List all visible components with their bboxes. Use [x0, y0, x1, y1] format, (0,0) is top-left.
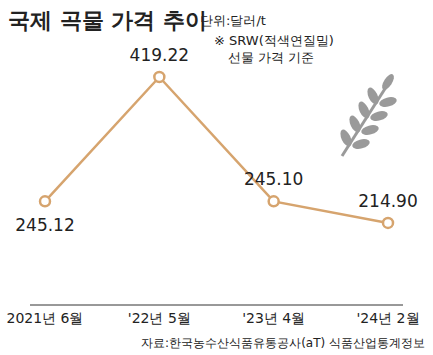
- svg-text:'22년 5월: '22년 5월: [128, 310, 191, 326]
- svg-text:2021년 6월: 2021년 6월: [7, 310, 84, 326]
- svg-text:'23년 4월: '23년 4월: [242, 310, 305, 326]
- html-text:국제 곡물 가격 추이: 국제 곡물 가격 추이: [8, 8, 207, 33]
- svg-text:245.12: 245.12: [15, 215, 74, 235]
- svg-text:419.22: 419.22: [130, 45, 189, 65]
- html-text:단위:달러/t: 단위:달러/t: [200, 13, 266, 28]
- svg-text:245.10: 245.10: [244, 169, 303, 189]
- html-text:※ SRW(적색연질밀): ※ SRW(적색연질밀): [214, 33, 334, 48]
- html-text:자료:한국농수산식품유통공사(aT) 식품산업통계정보: 자료:한국농수산식품유통공사(aT) 식품산업통계정보: [141, 336, 425, 350]
- svg-text:214.90: 214.90: [358, 191, 417, 211]
- html-text:선물 가격 기준: 선물 가격 기준: [228, 50, 315, 65]
- svg-text:'24년 2월: '24년 2월: [356, 310, 419, 326]
